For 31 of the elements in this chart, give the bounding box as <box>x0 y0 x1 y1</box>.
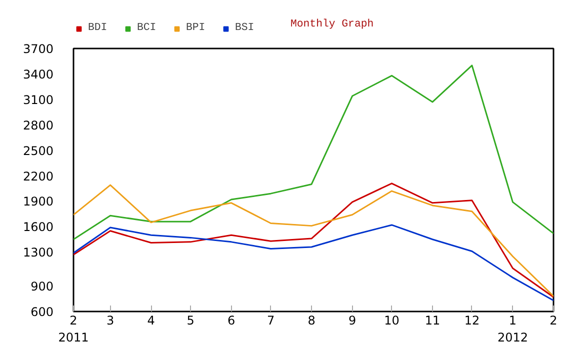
y-tick-label: 1600 <box>22 220 54 234</box>
x-tick-label: 10 <box>384 314 400 328</box>
y-tick-label: 1900 <box>22 194 54 209</box>
y-tick-label: 3400 <box>22 67 54 82</box>
y-tick-label: 2200 <box>22 169 54 184</box>
x-tick-label: 5 <box>186 314 194 328</box>
x-tick-label: 9 <box>348 314 356 328</box>
y-tick-label: 1300 <box>22 246 54 260</box>
line-series <box>74 64 554 240</box>
y-tick-label: 2800 <box>22 118 54 132</box>
x-tick-label: 8 <box>308 314 316 328</box>
x-tick-label: 2 2011 <box>58 314 89 344</box>
x-tick-label: 11 <box>424 314 440 328</box>
y-tick-label: 3100 <box>22 92 54 107</box>
legend-label: BPI <box>186 22 206 34</box>
chart-title: Monthly Graph <box>290 18 374 30</box>
x-tick-label: 2 <box>550 314 558 328</box>
x-tick-label: 12 <box>464 314 480 328</box>
legend-label: BDI <box>88 22 108 34</box>
x-tick-label: 3 <box>106 314 114 328</box>
legend-label: BSI <box>235 22 255 34</box>
y-tick-label: 3700 <box>22 42 54 56</box>
legend-label: BCI <box>137 22 157 34</box>
y-tick-label: 900 <box>30 280 54 294</box>
line-series <box>74 224 554 302</box>
x-tick-label: 7 <box>266 314 275 328</box>
y-tick-label: 2500 <box>22 144 54 158</box>
y-tick-label: 600 <box>30 305 54 319</box>
x-tick-label: 6 <box>227 314 236 328</box>
x-tick-label: 4 <box>147 314 155 328</box>
x-tick-label: 1 2012 <box>497 314 528 344</box>
